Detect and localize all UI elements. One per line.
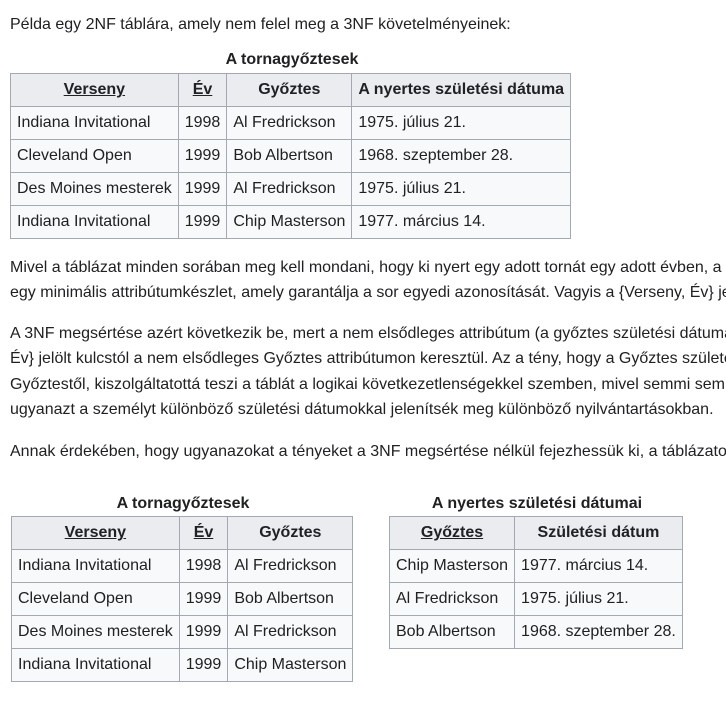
table-row: Indiana Invitational 1998 Al Fredrickson [11,549,354,583]
paragraph1-line1: Mivel a táblázat minden sorában meg kell… [10,259,722,276]
paragraph2-line4: ugyanazt a személyt különböző születési … [10,401,714,418]
table-cell: Al Fredrickson [388,582,516,616]
table-row: Al Fredrickson 1975. július 21. [388,582,683,616]
intro-text: Példa egy 2NF táblára, amely nem felel m… [10,16,511,33]
table-row: Cleveland Open 1999 Bob Albertson 1968. … [10,139,572,173]
table-cell: 1968. szeptember 28. [351,139,572,173]
table-cell: Des Moines mesterek [11,615,180,649]
table2-header-gyoztes: Győztes [227,516,354,550]
table-cell: Indiana Invitational [10,205,179,239]
table3-header-row: Győztes Születési dátum [388,516,683,550]
table-cell: 1977. március 14. [514,549,683,583]
table1-header-gyoztes: Győztes [226,73,353,107]
table-cell: Cleveland Open [10,139,179,173]
table-cell: 1998 [178,549,229,583]
table-row: Des Moines mesterek 1999 Al Fredrickson [11,615,354,649]
table1-caption: A tornagyőztesek [225,51,359,68]
table-row: Cleveland Open 1999 Bob Albertson [11,582,354,616]
table2-header-row: Verseny Év Győztes [11,516,354,550]
table-cell: 1999 [178,648,229,682]
table-cell: 1975. július 21. [351,106,572,140]
table-cell: Chip Masterson [226,205,353,239]
table-cell: Al Fredrickson [226,106,353,140]
table2-header-ev: Év [178,516,229,550]
paragraph2-line1: A 3NF megsértése azért következik be, me… [10,325,726,342]
table-cell: Indiana Invitational [11,549,180,583]
paragraph2-line2: Év} jelölt kulcstól a nem elsődleges Győ… [10,350,726,367]
table-row: Des Moines mesterek 1999 Al Fredrickson … [10,172,572,206]
table2-tournament-winners: Verseny Év Győztes Indiana Invitational … [11,516,354,682]
table-cell: Al Fredrickson [226,172,353,206]
table-row: Chip Masterson 1977. március 14. [388,549,683,583]
table-cell: 1998 [177,106,228,140]
table-row: Indiana Invitational 1999 Chip Masterson [11,648,354,682]
table-cell: 1999 [178,582,229,616]
table-cell: 1975. július 21. [514,582,683,616]
table-cell: Des Moines mesterek [10,172,179,206]
table-cell: 1999 [177,172,228,206]
table3-header-szuletesi-datum: Születési dátum [514,516,683,550]
table3-header-gyoztes: Győztes [388,516,516,550]
table-row: Indiana Invitational 1998 Al Fredrickson… [10,106,572,140]
paragraph1-line2: egy minimális attribútumkészlet, amely g… [10,284,726,301]
table-cell: Indiana Invitational [10,106,179,140]
table1-header-ev: Év [177,73,228,107]
table-cell: 1968. szeptember 28. [514,615,683,649]
table-row: Bob Albertson 1968. szeptember 28. [388,615,683,649]
table-cell: Chip Masterson [388,549,516,583]
table-cell: Bob Albertson [227,582,354,616]
table-cell: 1999 [177,205,228,239]
table1-header-szuletesi-datum: A nyertes születési dátuma [351,73,572,107]
table-cell: 1977. március 14. [351,205,572,239]
table1-tournament-winners: Verseny Év Győztes A nyertes születési d… [10,73,572,239]
table-cell: Chip Masterson [227,648,354,682]
paragraph3-text: Annak érdekében, hogy ugyanazokat a tény… [10,443,726,460]
table-cell: Cleveland Open [11,582,180,616]
table2-header-verseny: Verseny [11,516,180,550]
table-cell: Al Fredrickson [227,549,354,583]
table-row: Indiana Invitational 1999 Chip Masterson… [10,205,572,239]
table1-header-verseny: Verseny [10,73,179,107]
table-cell: Bob Albertson [226,139,353,173]
table-cell: 1999 [177,139,228,173]
table-cell: Bob Albertson [388,615,516,649]
table3-winner-birth-dates: Győztes Születési dátum Chip Masterson 1… [388,516,683,649]
table-cell: Indiana Invitational [11,648,180,682]
table3-caption: A nyertes születési dátumai [431,495,643,512]
table2-caption: A tornagyőztesek [116,495,250,512]
table-cell: 1975. július 21. [351,172,572,206]
table-cell: 1999 [178,615,229,649]
table1-header-row: Verseny Év Győztes A nyertes születési d… [10,73,572,107]
paragraph2-line3: Győztestől, kiszolgáltatottá teszi a táb… [10,376,725,393]
table-cell: Al Fredrickson [227,615,354,649]
